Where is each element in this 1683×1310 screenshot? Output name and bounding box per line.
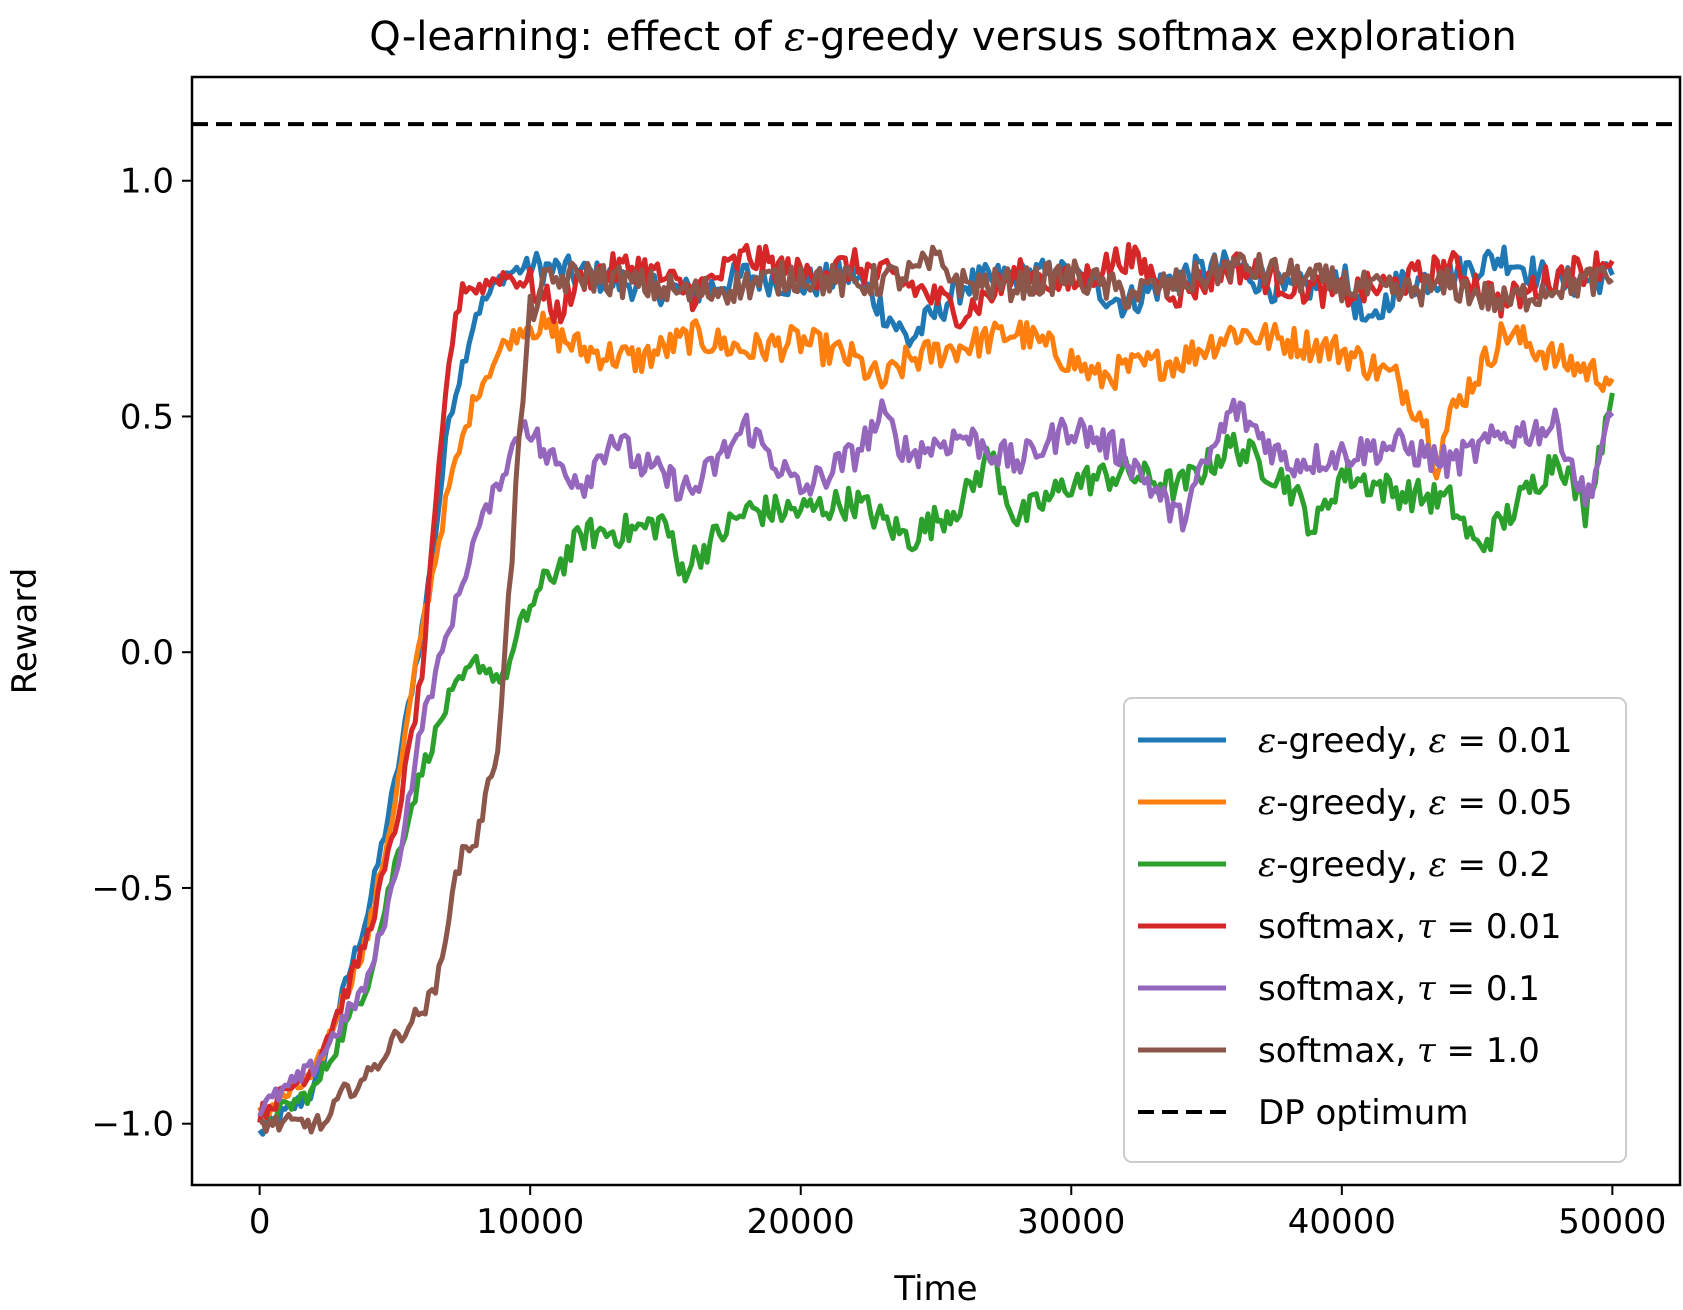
- series-line: [258, 244, 1614, 1135]
- y-tick-label: −0.5: [91, 869, 174, 909]
- y-axis: −1.0 −0.5 0.0 0.5 1.0: [91, 162, 192, 1145]
- x-tick-label: 40000: [1288, 1202, 1396, 1242]
- x-tick-label: 0: [249, 1202, 271, 1242]
- x-tick-label: 50000: [1558, 1202, 1666, 1242]
- legend-frame: [1123, 697, 1627, 1163]
- series-line: [257, 397, 1615, 1118]
- x-tick-label: 30000: [1017, 1202, 1125, 1242]
- y-tick-label: −1.0: [91, 1105, 174, 1145]
- legend-label: ε-greedy, ε = 0.2: [1258, 845, 1551, 885]
- x-axis: 0 10000 20000 30000 40000 50000: [249, 1185, 1666, 1242]
- x-tick-label: 10000: [476, 1202, 584, 1242]
- series-line: [257, 310, 1615, 1118]
- plot-area: 0 10000 20000 30000 40000 50000 −1.0 −0.5 0.0 0.…: [91, 75, 1682, 1242]
- series-line: [257, 244, 1615, 1137]
- legend-label: ε-greedy, ε = 0.01: [1258, 721, 1573, 761]
- plot-frame: [190, 75, 1682, 1187]
- chart-title: Q-learning: effect of ε-greedy versus so…: [369, 14, 1517, 60]
- chart-title-prefix: Q-learning: effect of: [369, 14, 784, 60]
- x-tick-label: 20000: [747, 1202, 855, 1242]
- x-axis-label: Time: [893, 1269, 977, 1309]
- legend: ε-greedy, ε = 0.01 ε-greedy, ε = 0.05 ε-gr…: [1123, 697, 1627, 1163]
- chart-title-symbol: ε: [784, 14, 805, 60]
- series-line: [258, 392, 1615, 1125]
- legend-label: softmax, τ = 0.1: [1258, 969, 1540, 1009]
- legend-label: DP optimum: [1258, 1093, 1468, 1133]
- y-tick-label: 0.5: [120, 397, 174, 437]
- y-tick-label: 0.0: [120, 633, 174, 673]
- y-axis-label: Reward: [5, 568, 45, 695]
- y-tick-label: 1.0: [120, 162, 174, 202]
- series-lines: [192, 122, 1680, 1137]
- legend-label: softmax, τ = 1.0: [1258, 1031, 1540, 1071]
- chart-title-suffix: -greedy versus softmax exploration: [806, 14, 1517, 60]
- legend-label: softmax, τ = 0.01: [1258, 907, 1562, 947]
- legend-label: ε-greedy, ε = 0.05: [1258, 783, 1573, 823]
